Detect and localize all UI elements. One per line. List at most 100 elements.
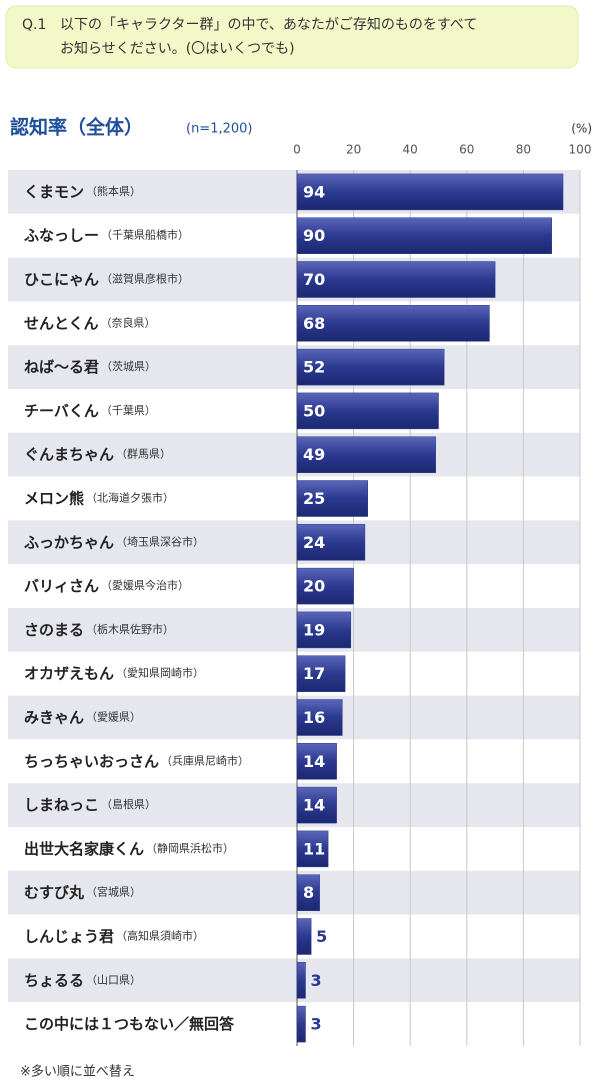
x-tick-label: 40	[403, 143, 418, 157]
value-label: 94	[303, 182, 325, 201]
category-label: ちっちゃいおっさん （兵庫県尼崎市）	[24, 752, 249, 770]
bar	[296, 611, 352, 649]
value-label: 24	[303, 533, 325, 552]
rows: くまモン （熊本県） ふなっしー （千葉県船橋市） ひこにゃん （滋賀県彦根市） せんとくん…	[8, 170, 580, 1046]
value-label: 70	[303, 270, 325, 289]
row-band	[8, 827, 580, 871]
category-name: 出世大名家康くん	[24, 839, 144, 857]
category-label: バリィさん （愛媛県今治市）	[24, 577, 189, 595]
bar	[296, 305, 490, 342]
value-label: 3	[310, 971, 321, 990]
category-label: ねば～る君 （茨城県）	[24, 358, 156, 376]
row-band	[8, 608, 580, 652]
category-region: （熊本県）	[86, 184, 141, 198]
category-name: ふっかちゃん	[24, 533, 114, 551]
category-name: しんじょう君	[24, 927, 114, 945]
value-label: 49	[303, 445, 325, 464]
bars: 94 90 70 68 52 50 49 25 24 20 19 17 16 14 14 11 8 5 3 3	[296, 173, 564, 1043]
category-label: みきゃん （愛媛県）	[24, 708, 141, 726]
chart-title: 認知率（全体）	[10, 116, 143, 139]
question-line: お知らせください。(〇はいくつでも)	[60, 40, 295, 57]
bar	[296, 1005, 306, 1043]
bar	[296, 874, 320, 911]
category-region: （千葉県）	[101, 403, 156, 417]
value-label: 20	[303, 577, 325, 596]
bar	[296, 348, 445, 386]
category-region: （奈良県）	[101, 315, 156, 329]
category-label: チーバくん （千葉県）	[24, 401, 156, 419]
question-number: Q.1	[22, 17, 46, 33]
x-tick-label: 0	[293, 143, 301, 157]
row-band	[8, 651, 580, 696]
category-region: （愛媛県）	[86, 710, 141, 724]
row-band	[8, 870, 580, 915]
category-label: オカザえもん （愛知県岡崎市）	[24, 664, 204, 682]
x-tick-label: 80	[516, 143, 531, 157]
bar	[296, 567, 354, 605]
question-line: 以下の「キャラクター群」の中で、あなたがご存知のものをすべて	[60, 16, 477, 33]
bar	[296, 173, 564, 211]
value-label: 3	[310, 1015, 321, 1034]
value-label: 52	[303, 358, 325, 377]
category-name: バリィさん	[24, 577, 99, 595]
bar	[296, 699, 343, 736]
value-label: 68	[303, 314, 325, 333]
value-label: 25	[303, 489, 325, 508]
category-name: みきゃん	[24, 708, 84, 726]
value-label: 17	[303, 664, 325, 683]
category-name: この中には１つもない／無回答	[24, 1015, 235, 1033]
value-label: 8	[303, 883, 314, 902]
question-box	[5, 5, 579, 69]
bar	[296, 918, 312, 955]
bar	[296, 217, 552, 254]
row-band	[8, 958, 580, 1003]
value-label: 14	[303, 752, 325, 771]
value-label: 50	[303, 401, 325, 420]
value-label: 16	[303, 708, 325, 727]
value-label: 19	[303, 620, 325, 639]
category-region: （群馬県）	[116, 447, 171, 461]
category-region: （高知県須崎市）	[116, 929, 204, 943]
category-name: ふなっしー	[24, 226, 99, 244]
category-label: せんとくん （奈良県）	[24, 314, 156, 332]
bar	[296, 480, 368, 517]
category-name: ちょるる	[24, 971, 84, 989]
category-label: しんじょう君 （高知県須崎市）	[24, 927, 204, 945]
bar	[296, 962, 306, 999]
row-band	[8, 914, 580, 959]
category-label: ふなっしー （千葉県船橋市）	[24, 226, 189, 244]
category-region: （栃木県佐野市）	[86, 622, 174, 636]
category-name: せんとくん	[24, 314, 99, 332]
category-region: （愛知県岡崎市）	[116, 666, 204, 680]
value-label: 90	[303, 226, 325, 245]
category-region: （埼玉県深谷市）	[116, 534, 204, 548]
category-name: さのまる	[24, 620, 84, 638]
category-label: この中には１つもない／無回答	[24, 1015, 235, 1033]
category-region: （静岡県浜松市）	[146, 841, 234, 855]
row-band	[8, 432, 580, 477]
category-region: （茨城県）	[101, 359, 156, 373]
row-band	[8, 345, 580, 389]
category-region: （兵庫県尼崎市）	[161, 753, 249, 767]
category-name: チーバくん	[24, 401, 99, 419]
value-label: 14	[303, 796, 325, 815]
category-name: ねば～る君	[24, 358, 99, 376]
category-label: しまねっこ （島根県）	[24, 796, 156, 814]
category-region: （千葉県船橋市）	[101, 228, 189, 242]
row-band	[8, 739, 580, 784]
row-band	[8, 520, 580, 565]
category-label: ちょるる （山口県）	[24, 971, 141, 989]
x-tick-label: 100	[569, 143, 592, 157]
x-tick-label: 20	[346, 143, 361, 157]
category-region: （愛媛県今治市）	[101, 578, 189, 592]
row-band	[8, 695, 580, 740]
chart-subtitle: (n=1,200)	[186, 122, 253, 137]
row-band	[8, 476, 580, 521]
category-name: むすび丸	[24, 883, 85, 901]
x-tick-label: 60	[459, 143, 474, 157]
bar	[296, 524, 366, 561]
category-label: ぐんまちゃん （群馬県）	[24, 445, 171, 463]
category-label: くまモン （熊本県）	[24, 182, 141, 200]
category-name: メロン熊	[24, 489, 84, 507]
value-label: 11	[303, 839, 325, 858]
